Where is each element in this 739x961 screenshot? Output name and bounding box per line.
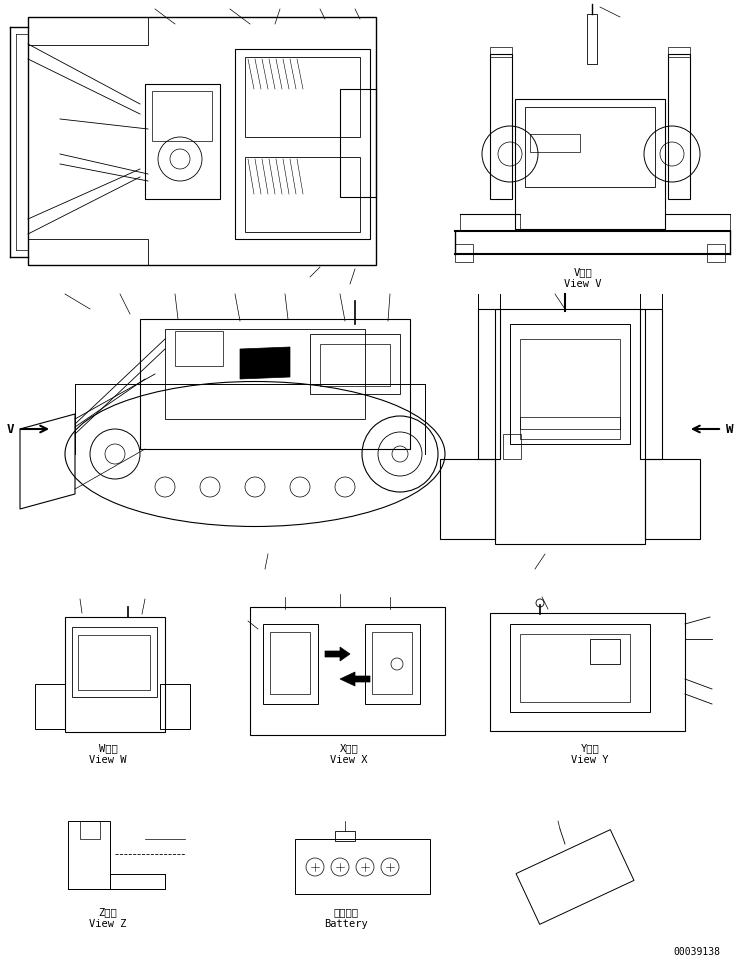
Bar bbox=[587, 15, 597, 65]
Bar bbox=[668, 55, 690, 200]
Bar bbox=[310, 334, 400, 395]
Bar bbox=[245, 158, 360, 233]
Bar bbox=[80, 821, 100, 839]
Bar bbox=[28, 18, 376, 266]
Bar bbox=[515, 100, 665, 230]
Bar bbox=[68, 821, 110, 889]
Text: V: V bbox=[6, 423, 14, 436]
Bar bbox=[640, 309, 662, 459]
Bar bbox=[520, 634, 630, 702]
Text: View X: View X bbox=[330, 754, 368, 764]
Polygon shape bbox=[325, 648, 350, 661]
Bar bbox=[140, 320, 410, 450]
Text: X　視: X 視 bbox=[340, 742, 358, 752]
Bar bbox=[160, 684, 190, 729]
Text: W: W bbox=[726, 423, 734, 436]
Bar bbox=[490, 55, 512, 200]
Text: V　視: V 視 bbox=[573, 267, 593, 277]
Bar bbox=[503, 434, 521, 459]
Bar bbox=[152, 92, 212, 142]
Bar bbox=[530, 135, 580, 153]
Text: View Y: View Y bbox=[571, 754, 609, 764]
Bar bbox=[372, 632, 412, 694]
Polygon shape bbox=[240, 348, 290, 380]
Bar bbox=[668, 48, 690, 58]
Polygon shape bbox=[340, 673, 370, 686]
Bar bbox=[495, 309, 645, 545]
Bar bbox=[263, 625, 318, 704]
Bar bbox=[490, 48, 512, 58]
Text: View V: View V bbox=[565, 279, 602, 288]
Bar bbox=[270, 632, 310, 694]
Bar bbox=[520, 339, 620, 430]
Bar bbox=[335, 831, 355, 841]
Bar bbox=[478, 309, 500, 459]
Bar bbox=[520, 418, 620, 439]
Text: バッテリ: バッテリ bbox=[333, 906, 358, 916]
Text: View Z: View Z bbox=[89, 918, 127, 928]
Bar bbox=[510, 625, 650, 712]
Bar bbox=[645, 459, 700, 539]
Bar bbox=[250, 607, 445, 735]
Bar bbox=[72, 628, 157, 698]
Bar bbox=[510, 325, 630, 445]
Bar bbox=[245, 58, 360, 137]
Bar bbox=[65, 617, 165, 732]
Bar bbox=[525, 108, 655, 187]
Text: 00039138: 00039138 bbox=[673, 946, 720, 956]
Bar bbox=[455, 245, 473, 262]
Text: Z　視: Z 視 bbox=[98, 906, 118, 916]
Bar bbox=[78, 635, 150, 690]
Bar bbox=[340, 90, 376, 198]
Bar bbox=[707, 245, 725, 262]
Bar bbox=[440, 459, 495, 539]
Bar bbox=[490, 613, 685, 731]
Bar bbox=[295, 839, 430, 894]
Text: View W: View W bbox=[89, 754, 127, 764]
Bar bbox=[145, 85, 220, 200]
Text: Y　視: Y 視 bbox=[581, 742, 599, 752]
Bar bbox=[28, 18, 148, 46]
Bar bbox=[365, 625, 420, 704]
Bar bbox=[320, 345, 390, 386]
Bar bbox=[165, 330, 365, 420]
Bar bbox=[175, 332, 223, 366]
Text: W　視: W 視 bbox=[98, 742, 118, 752]
Bar bbox=[235, 50, 370, 239]
Bar bbox=[35, 684, 65, 729]
Bar bbox=[590, 639, 620, 664]
Bar bbox=[28, 239, 148, 266]
Text: Battery: Battery bbox=[324, 918, 368, 928]
